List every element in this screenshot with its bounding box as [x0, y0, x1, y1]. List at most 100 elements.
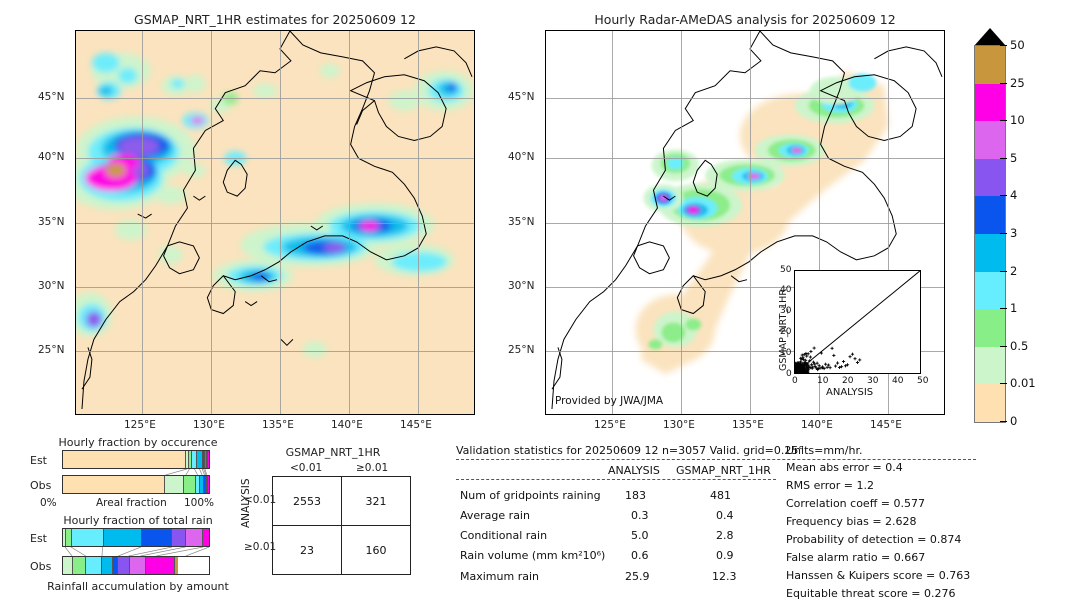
stat-row-analysis: 25.9 [625, 570, 650, 583]
colorbar-ticks: 50 25 10 5 4 3 2 1 0.5 0.01 0 [1000, 28, 1078, 428]
contingency-col-header: ≥0.01 [356, 462, 388, 474]
lat-gridline [76, 223, 474, 224]
validation-col-analysis: ANALYSIS [608, 464, 660, 477]
cell-hit: 160 [342, 526, 411, 575]
table-row: 2553 321 [273, 477, 411, 526]
left-lon-tick: 140°E [331, 419, 363, 431]
total-rain-caption: Rainfall accumulation by amount [28, 580, 248, 593]
stat-row-gsmap: 2.8 [716, 529, 734, 542]
fraction-segment [172, 529, 185, 546]
fraction-segment [142, 529, 173, 546]
score-equitable-threat: Equitable threat score = 0.276 [786, 587, 955, 600]
stat-row-gsmap: 12.3 [712, 570, 737, 583]
occurrence-est-bar[interactable] [62, 450, 210, 469]
stat-row-analysis: 0.3 [631, 509, 649, 522]
colorbar-tick [1000, 233, 1007, 234]
left-lon-tick: 135°E [262, 419, 294, 431]
colorbar-label: 4 [1010, 188, 1017, 202]
validation-divider [456, 459, 976, 460]
colorbar-tick [1000, 83, 1007, 84]
colorbar-label: 0.5 [1010, 339, 1028, 353]
fraction-segment [184, 476, 196, 493]
fraction-segment [186, 529, 204, 546]
occurrence-est-label: Est [30, 454, 47, 467]
left-lat-tick: 45°N [38, 91, 64, 103]
lat-gridline [546, 98, 944, 99]
stat-row-gsmap: 0.9 [716, 549, 734, 562]
fraction-segment [86, 557, 102, 574]
fraction-segment [63, 476, 165, 493]
scatter-ytick: 50 [780, 265, 791, 275]
fraction-segment [208, 476, 209, 493]
cell-false-alarm: 321 [342, 477, 411, 526]
cell-miss: 23 [273, 526, 342, 575]
fraction-segment [146, 557, 175, 574]
occurrence-axis-center: Areal fraction [96, 497, 167, 509]
scatter-xtick: 40 [892, 376, 903, 386]
right-lon-tick: 145°E [870, 419, 902, 431]
scatter-xaxis-label: ANALYSIS [826, 387, 873, 398]
colorbar-label: 10 [1010, 113, 1025, 127]
total-rain-panel-title: Hourly fraction of total rain [28, 514, 248, 527]
fraction-segment [72, 529, 104, 546]
scatter-xtick: 30 [867, 376, 878, 386]
occurrence-obs-bar[interactable] [62, 475, 210, 494]
colorbar-tick [1000, 195, 1007, 196]
stat-row-gsmap: 0.4 [716, 509, 734, 522]
left-lat-tick: 40°N [38, 151, 64, 163]
left-lon-tick: 130°E [193, 419, 225, 431]
cell-hit-miss: 2553 [273, 477, 342, 526]
colorbar-label: 0 [1010, 414, 1017, 428]
colorbar-tick [1000, 158, 1007, 159]
stat-row-label: Maximum rain [460, 570, 539, 583]
stat-row-gsmap: 481 [710, 489, 731, 502]
contingency-table[interactable]: 2553 321 23 160 [272, 476, 411, 575]
fraction-segment [63, 451, 186, 468]
fraction-segment [102, 557, 112, 574]
left-lon-tick: 145°E [400, 419, 432, 431]
colorbar-tick [1000, 45, 1007, 46]
gsmap-estimate-map[interactable] [75, 30, 475, 415]
occurrence-axis-left: 0% [40, 497, 57, 509]
right-lon-tick: 125°E [594, 419, 626, 431]
fraction-segment [175, 557, 177, 574]
fraction-segment [130, 557, 146, 574]
right-lat-tick: 30°N [508, 280, 534, 292]
score-mean-abs-error: Mean abs error = 0.4 [786, 461, 903, 474]
total-rain-est-bar[interactable] [62, 528, 210, 547]
colorbar-label: 0.01 [1010, 376, 1036, 390]
colorbar-tick [1000, 346, 1007, 347]
table-row: 23 160 [273, 526, 411, 575]
occurrence-panel-title: Hourly fraction by occurence [28, 436, 248, 449]
colorbar-tick [1000, 383, 1007, 384]
fraction-segment [104, 529, 142, 546]
occurrence-obs-label: Obs [30, 479, 51, 492]
colorbar-label: 3 [1010, 226, 1017, 240]
radar-amedas-map[interactable]: Provided by JWA/JMA 50 40 30 20 10 0 0 1… [545, 30, 945, 415]
left-lat-tick: 35°N [38, 216, 64, 228]
scatter-yaxis-label: GSMAP_NRT_1HR [778, 289, 789, 371]
right-panel-title: Hourly Radar-AMeDAS analysis for 2025060… [545, 12, 945, 27]
total-rain-connectors [62, 547, 210, 556]
contingency-col-header: <0.01 [290, 462, 322, 474]
right-lat-tick: 35°N [508, 216, 534, 228]
lat-gridline [76, 98, 474, 99]
left-lon-tick: 125°E [124, 419, 156, 431]
validation-col-gsmap: GSMAP_NRT_1HR [676, 464, 771, 477]
fraction-segment [208, 451, 209, 468]
stat-row-analysis: 0.6 [631, 549, 649, 562]
validation-header: Validation statistics for 20250609 12 n=… [456, 444, 804, 457]
right-lat-tick: 25°N [508, 344, 534, 356]
occurrence-axis-right: 100% [184, 497, 214, 509]
right-lon-tick: 140°E [801, 419, 833, 431]
left-lat-tick: 25°N [38, 344, 64, 356]
colorbar-tick [1000, 271, 1007, 272]
scatter-plot[interactable] [794, 270, 921, 374]
right-lat-tick: 40°N [508, 151, 534, 163]
total-rain-obs-bar[interactable] [62, 556, 210, 575]
colorbar-label: 1 [1010, 301, 1017, 315]
lat-gridline [546, 223, 944, 224]
lat-gridline [76, 287, 474, 288]
left-lat-tick: 30°N [38, 280, 64, 292]
score-probability-of-detection: Probability of detection = 0.874 [786, 533, 961, 546]
